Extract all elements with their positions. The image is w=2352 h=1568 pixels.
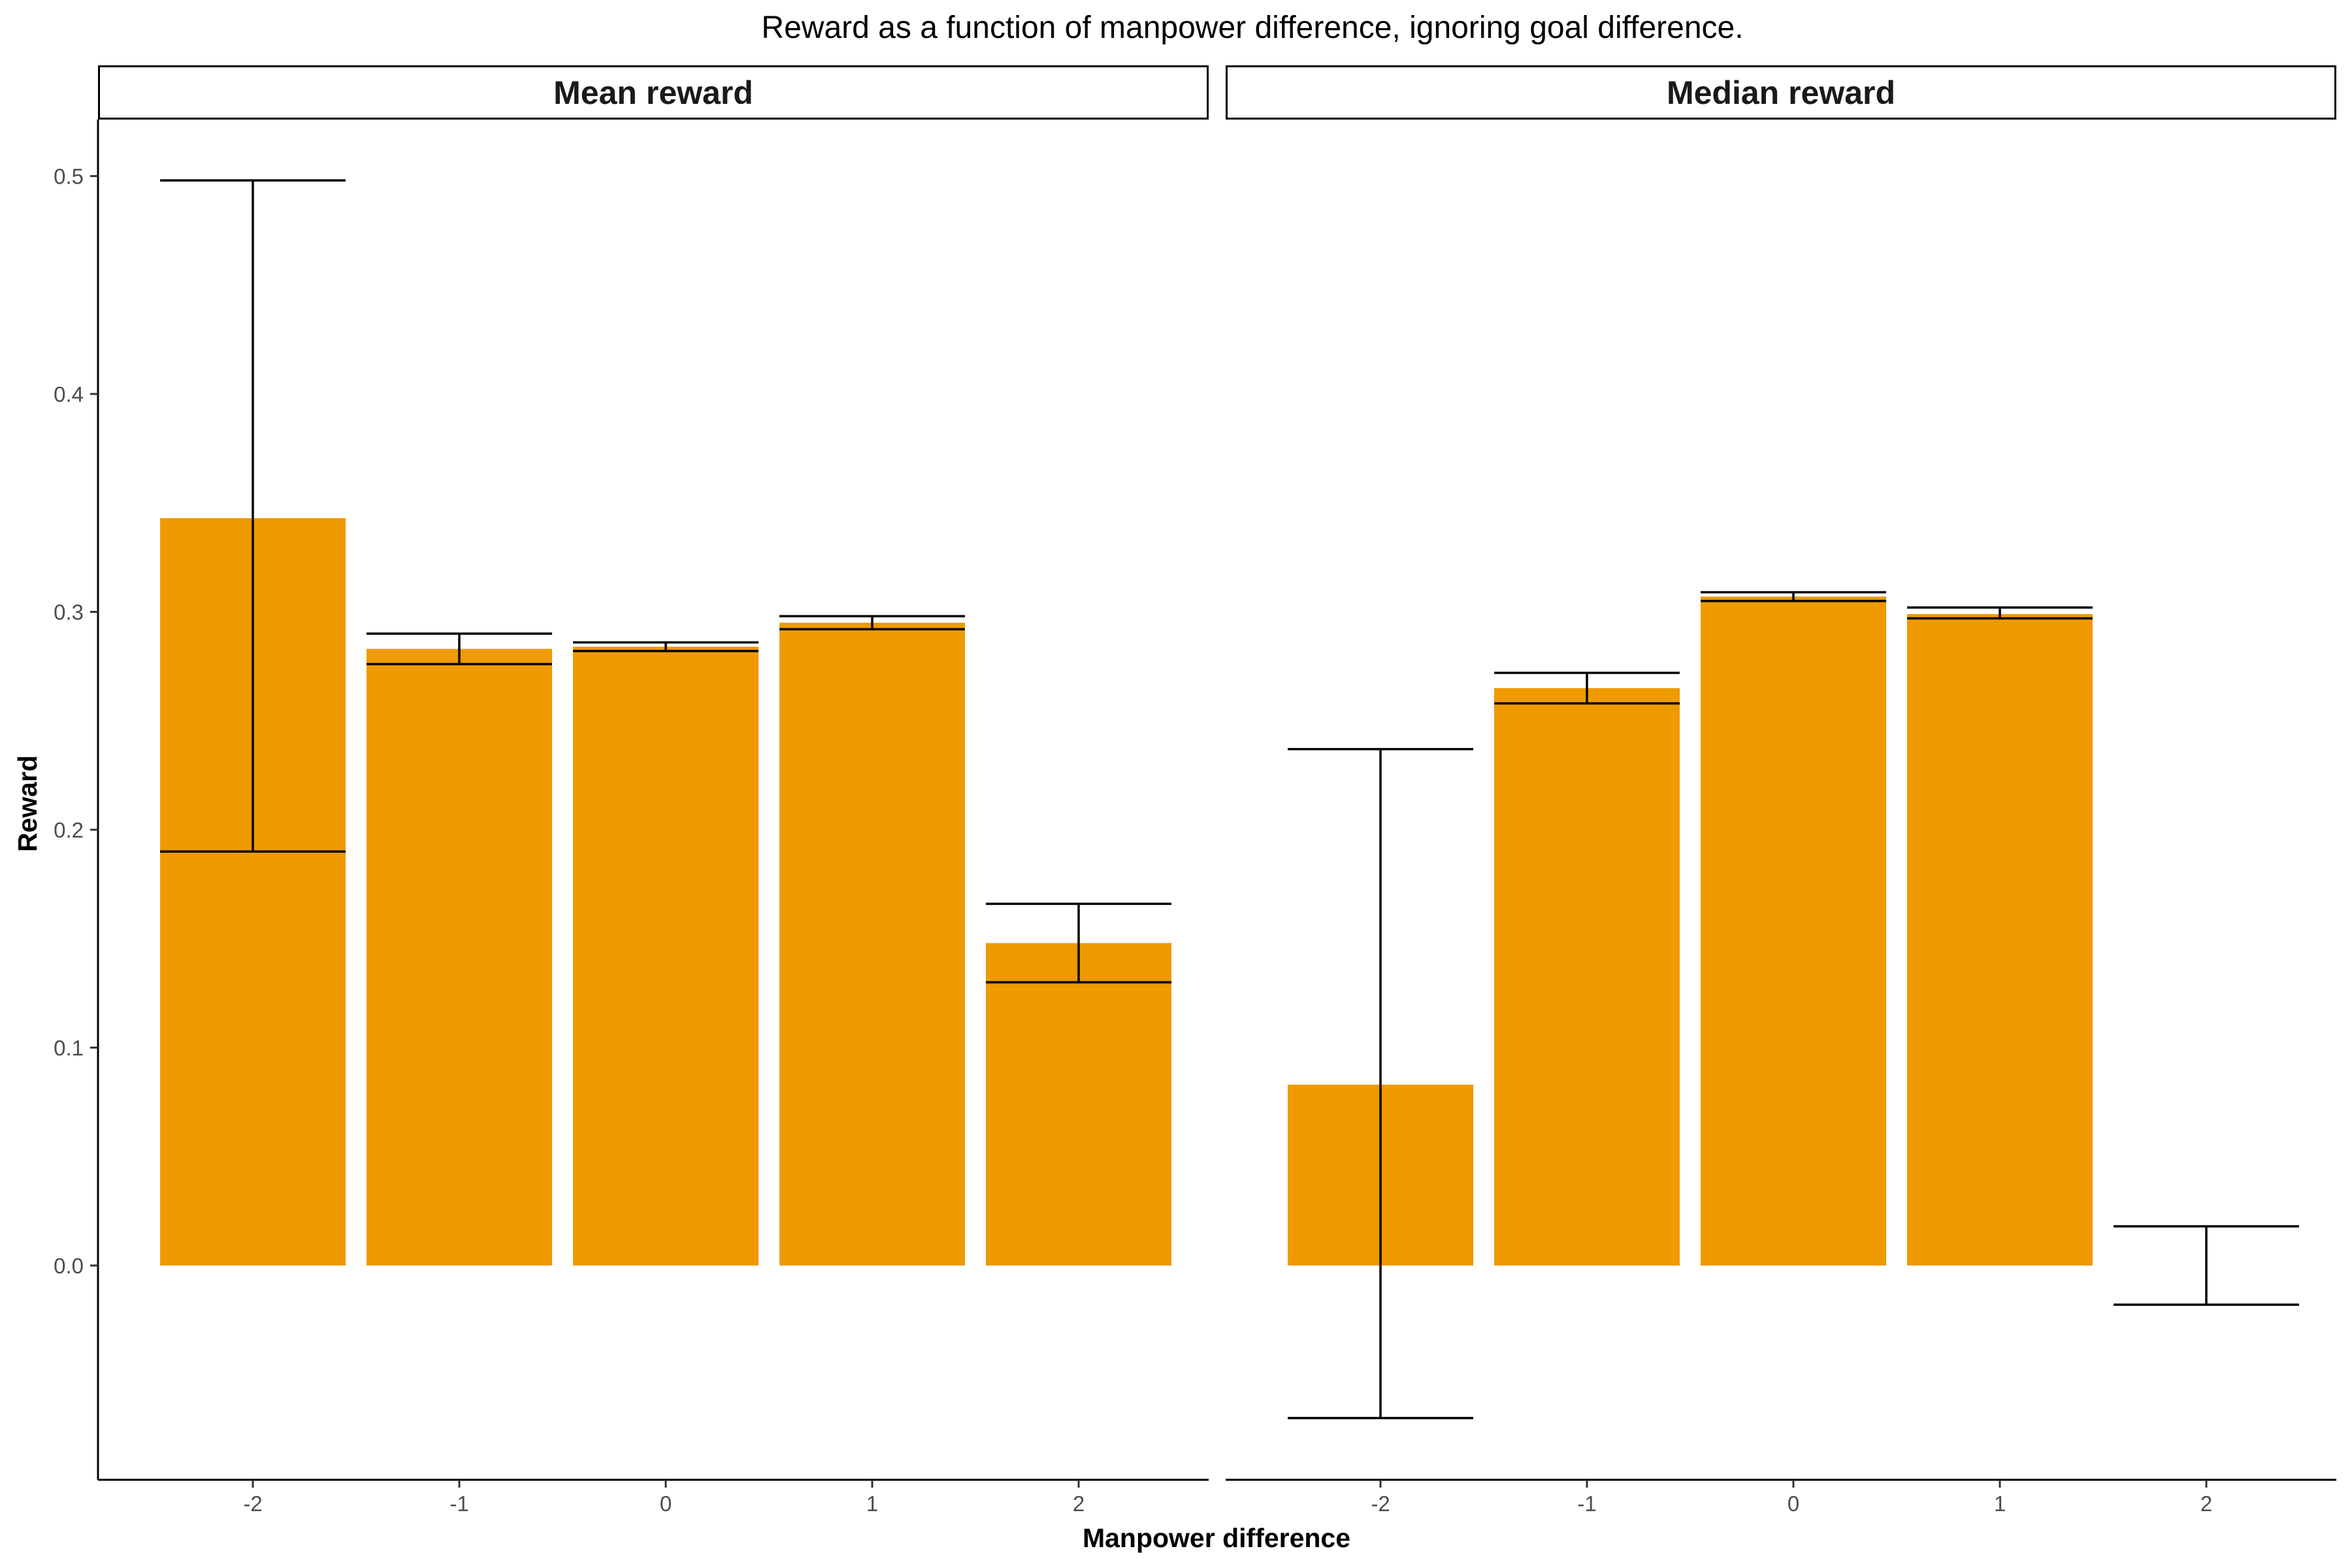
y-tick-label: 0.3 (54, 600, 84, 625)
x-axis-title: Manpower difference (1083, 1523, 1350, 1553)
bar (986, 943, 1171, 1266)
bar (367, 649, 552, 1266)
error-bar (367, 632, 552, 666)
x-tick-label: 2 (1073, 1492, 1085, 1516)
x-tick-label: -2 (243, 1492, 262, 1516)
error-bar (2114, 1225, 2299, 1306)
panel-strip (1226, 65, 2336, 120)
y-tick-label: 0.2 (54, 818, 84, 842)
x-tick-label: 0 (1788, 1492, 1799, 1516)
panel-strip-label: Mean reward (553, 74, 753, 111)
error-bar (160, 179, 346, 853)
x-tick-label: -2 (1371, 1492, 1390, 1516)
bar (1494, 688, 1680, 1266)
x-tick-label: -1 (1577, 1492, 1596, 1516)
panel-strip (98, 65, 1209, 120)
panel-strip-label: Median reward (1667, 74, 1895, 111)
panel-median-reward: Median reward -2 -1 0 1 2 (1226, 65, 2336, 1516)
bar (1907, 613, 2093, 1266)
y-tick-label: 0.0 (54, 1254, 84, 1278)
x-tick-label: 1 (866, 1492, 878, 1516)
error-bar (1288, 747, 1473, 1420)
y-axis-title: Reward (12, 755, 42, 852)
error-bar (779, 615, 965, 630)
error-bar (986, 902, 1171, 984)
error-bar (1701, 591, 1886, 602)
y-tick-label: 0.1 (54, 1036, 84, 1060)
chart-title: Reward as a function of manpower differe… (761, 10, 1743, 45)
error-bar (573, 641, 759, 653)
x-tick-label: 1 (1994, 1492, 2006, 1516)
bar (779, 623, 965, 1266)
y-axis: 0.0 0.1 0.2 0.3 0.4 0.5 (54, 120, 99, 1480)
y-tick-label: 0.4 (54, 382, 84, 406)
y-tick-label: 0.5 (54, 165, 84, 189)
bar (1701, 596, 1886, 1266)
x-tick-label: -1 (449, 1492, 468, 1516)
panel-mean-reward: Mean reward -2 -1 0 1 2 (98, 65, 1209, 1516)
panels: Mean reward -2 -1 0 1 2 Median reward -2 -1 0 1 2 (98, 65, 2336, 1516)
x-tick-label: 2 (2200, 1492, 2212, 1516)
error-bar (1494, 672, 1680, 705)
x-tick-label: 0 (660, 1492, 672, 1516)
error-bar (1907, 606, 2093, 620)
bar (573, 646, 759, 1266)
